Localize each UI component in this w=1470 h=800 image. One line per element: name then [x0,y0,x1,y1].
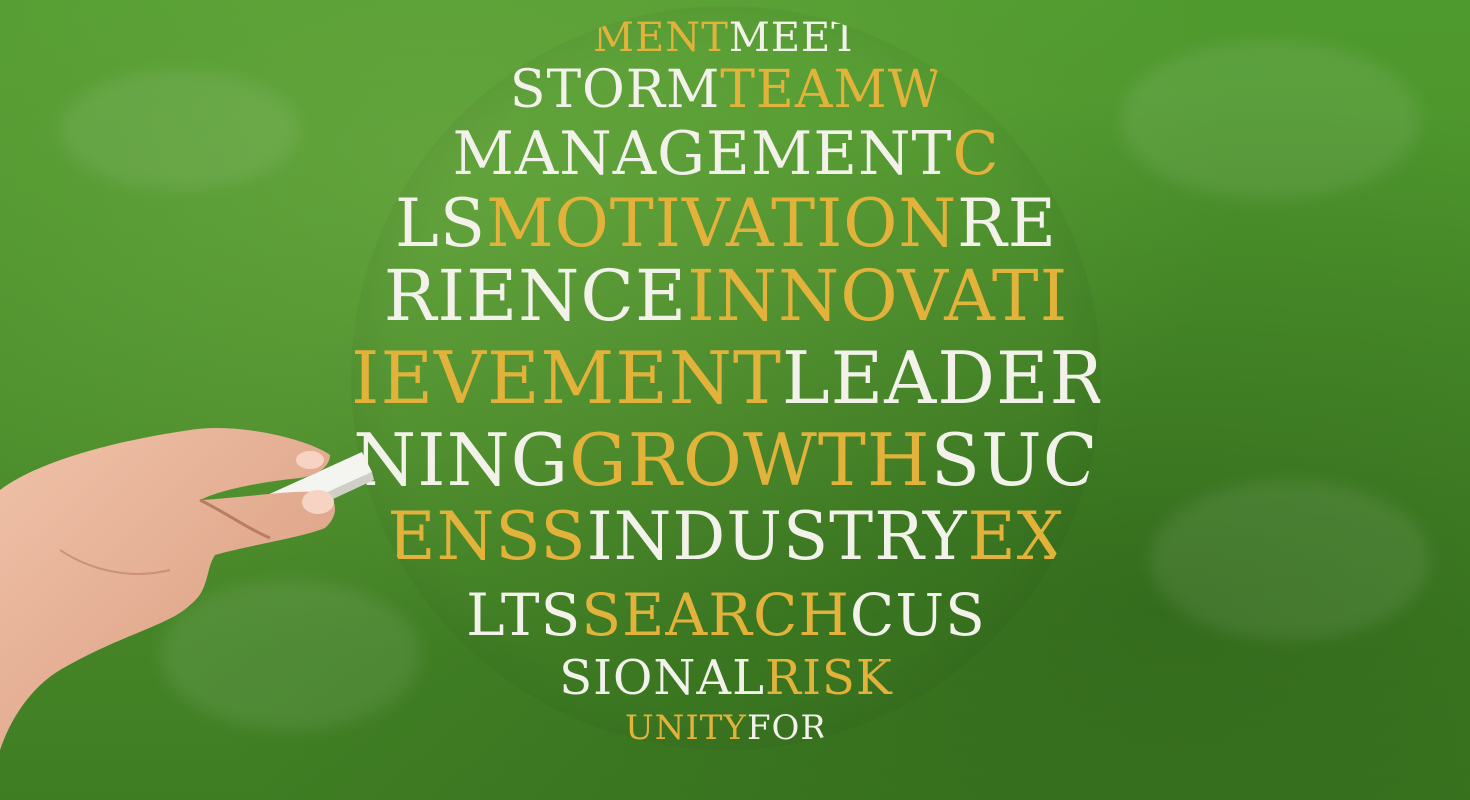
sphere-word: LS [395,185,487,262]
sphere-word: RIENCE [383,255,688,337]
sphere-row: MANAGEMENTC [351,124,1101,184]
sphere-word: MOTIVATION [486,185,958,262]
sphere-row: LTSSEARCHCUS [351,586,1101,644]
sphere-word: NING [353,418,570,502]
sphere-word: INDUSTRY [586,498,968,575]
sphere-word: MANAGEMENT [452,119,953,189]
sphere-row: STORMTEAMW [351,64,1101,116]
sphere-row: IEVEMENTLEADERS [351,342,1101,414]
hand-with-chalk-icon [0,428,374,750]
sphere-word: EX [967,498,1065,575]
chalk-smudge [1120,40,1420,200]
chalk-smudge [1150,480,1430,640]
word-sphere: MENTMEET STORMTEAMW MANAGEMENTC LSMOTIVATIO… [351,6,1101,750]
sphere-row: RIENCEINNOVATI [351,261,1101,331]
sphere-word: FOR [746,708,828,748]
sphere-word: MEET [728,15,859,61]
sphere-word: UNITY [624,708,747,748]
sphere-row: UNITYFOR [351,711,1101,745]
sphere-word: C [952,119,1000,189]
sphere-word: LEADERS [781,336,1101,420]
sphere-word: INNOVATI [687,255,1069,337]
sphere-word: CUS [849,581,986,649]
chalk-smudge [60,70,300,190]
sphere-word: LTS [466,581,582,649]
sphere-word: RISK [764,650,893,706]
sphere-row: SIONALRISK [351,654,1101,702]
sphere-row: LSMOTIVATIONRE [351,191,1101,257]
sphere-word: SEARCH [581,581,850,649]
sphere-row: ENSSINDUSTRYEX [351,504,1101,570]
sphere-word: MENT [593,15,729,61]
sphere-row: NINGGROWTHSUC [351,424,1101,496]
sphere-word: GROWTH [569,418,931,502]
sphere-word: RE [957,185,1057,262]
sphere-row: MENTMEET [351,18,1101,58]
sphere-word: ENSS [387,498,587,575]
sphere-word: IEVEMENT [351,336,782,420]
chalk-smudge [160,580,420,730]
sphere-word: SIONAL [559,650,765,706]
sphere-word: STORM [509,60,721,120]
sphere-word: TEAMW [720,60,943,120]
sphere-word: SUC [930,418,1099,502]
